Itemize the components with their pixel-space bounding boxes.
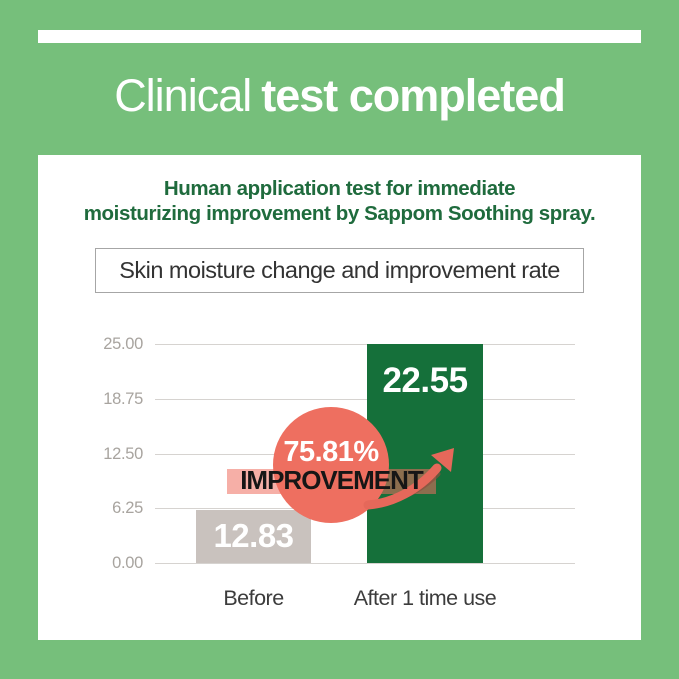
improvement-percent: 75.81% bbox=[283, 436, 379, 468]
y-axis-tick: 6.25 bbox=[112, 499, 143, 517]
chart-title: Skin moisture change and improvement rat… bbox=[119, 257, 560, 283]
bar-before-value: 12.83 bbox=[213, 517, 294, 554]
gridline-18-75 bbox=[155, 399, 575, 400]
gridline-25 bbox=[155, 344, 575, 345]
growth-arrow-icon bbox=[363, 448, 454, 510]
top-divider-bar bbox=[38, 30, 641, 43]
y-axis-tick: 12.50 bbox=[103, 445, 143, 463]
y-axis-tick: 18.75 bbox=[103, 390, 143, 408]
chart-title-box: Skin moisture change and improvement rat… bbox=[95, 248, 584, 293]
test-description-line2: moisturizing improvement by Sappom Sooth… bbox=[83, 202, 596, 225]
gridline-0 bbox=[155, 563, 575, 564]
bar-after-value: 22.55 bbox=[382, 361, 468, 400]
page-title-light: Clinical bbox=[114, 70, 252, 121]
bar-before: 12.83 bbox=[196, 510, 311, 563]
test-description-line1: Human application test for immediate bbox=[163, 177, 516, 200]
content-card: Human application test for immediate moi… bbox=[38, 155, 641, 640]
x-axis-label-before: Before bbox=[223, 586, 284, 610]
page-title: Clinical test completed bbox=[0, 71, 679, 121]
x-axis-label-after: After 1 time use bbox=[353, 586, 497, 610]
y-axis-tick: 25.00 bbox=[103, 335, 143, 353]
y-axis-tick: 0.00 bbox=[112, 554, 143, 572]
test-description: Human application test for immediate moi… bbox=[38, 176, 641, 226]
improvement-label: IMPROVEMENT bbox=[240, 465, 424, 495]
page-title-bold: test completed bbox=[261, 70, 566, 121]
